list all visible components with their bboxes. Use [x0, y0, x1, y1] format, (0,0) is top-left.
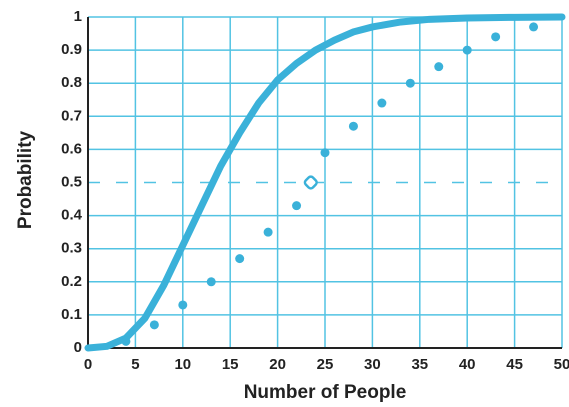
x-tick-label: 5 [131, 356, 139, 373]
dot [434, 62, 444, 72]
y-tick-label: 0.8 [61, 74, 82, 91]
x-tick-label: 40 [459, 356, 476, 373]
x-tick-label: 30 [364, 356, 381, 373]
x-tick-label: 0 [84, 356, 92, 373]
x-tick-label: 20 [269, 356, 286, 373]
y-tick-label: 0.4 [61, 207, 83, 224]
x-tick-label: 15 [222, 356, 239, 373]
line [84, 13, 566, 352]
dot [149, 320, 159, 330]
dot [405, 78, 415, 88]
dot [348, 121, 358, 131]
dot [263, 227, 273, 237]
y-tick-label: 0.6 [61, 140, 82, 157]
y-tick-label: 0.5 [61, 173, 82, 190]
x-tick-label: 45 [506, 356, 523, 373]
y-axis-title: Probability [15, 130, 36, 229]
x-tick-label: 50 [554, 356, 569, 373]
dot [235, 254, 245, 264]
dot [292, 201, 302, 211]
dot [377, 98, 387, 108]
x-axis-title: Number of People [244, 382, 407, 403]
dot [320, 148, 330, 158]
y-tick-label: 0 [74, 339, 82, 356]
dot [206, 277, 216, 287]
open-marker [303, 175, 318, 190]
y-tick-label: 0.7 [61, 107, 82, 124]
x-tick-label: 10 [174, 356, 191, 373]
y-tick-label: 0.9 [61, 41, 82, 58]
x-tick-label: 35 [411, 356, 428, 373]
y-tick-label: 0.1 [61, 306, 82, 323]
x-tick-label: 25 [317, 356, 334, 373]
dot [178, 300, 188, 310]
dot [529, 22, 539, 32]
dot [491, 32, 501, 42]
y-tick-label: 0.2 [61, 273, 82, 290]
y-tick-label: 1 [74, 8, 82, 25]
y-tick-label: 0.3 [61, 240, 82, 257]
dot [462, 45, 472, 55]
dot [121, 336, 131, 346]
